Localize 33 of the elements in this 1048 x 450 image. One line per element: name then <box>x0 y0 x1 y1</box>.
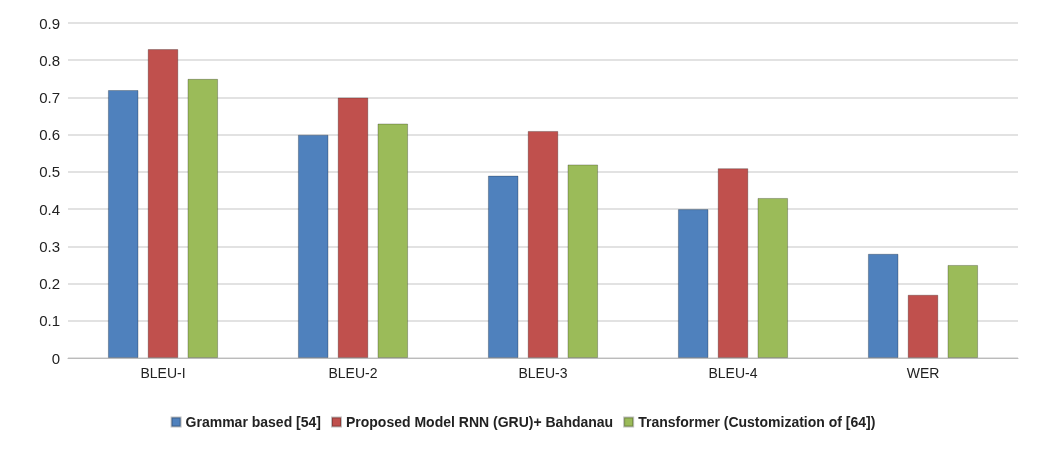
y-tick-label: 0.2 <box>39 275 60 293</box>
x-tick-label: BLEU-I <box>140 365 186 381</box>
bar <box>567 164 599 358</box>
legend-label: Transformer (Customization of [64]) <box>638 414 876 430</box>
bar <box>107 90 139 358</box>
bar <box>757 197 789 358</box>
x-tick-label: BLEU-3 <box>518 365 568 381</box>
y-tick-label: 0 <box>51 349 60 367</box>
legend-label: Proposed Model RNN (GRU)+ Bahdanau <box>345 414 614 430</box>
bar <box>907 294 939 358</box>
bar <box>377 123 409 358</box>
bar <box>337 97 369 358</box>
bar <box>147 49 179 358</box>
y-tick-label: 0.8 <box>39 51 60 69</box>
x-tick-label: WER <box>906 365 940 381</box>
bar <box>487 175 519 358</box>
bar <box>947 264 979 358</box>
bar <box>297 134 329 358</box>
x-tick-label: BLEU-4 <box>708 365 758 381</box>
y-tick-label: 0.5 <box>39 163 60 181</box>
x-tick-label: BLEU-2 <box>328 365 378 381</box>
y-tick-label: 0.6 <box>39 126 60 144</box>
bar <box>867 253 899 358</box>
bar <box>717 168 749 358</box>
bar <box>187 78 219 358</box>
y-tick-label: 0.9 <box>39 14 60 32</box>
y-tick-label: 0.3 <box>39 237 60 255</box>
bar <box>527 130 559 358</box>
bar <box>677 209 709 358</box>
y-tick-label: 0.4 <box>39 200 60 218</box>
y-tick-label: 0.1 <box>39 312 60 330</box>
y-tick-label: 0.7 <box>39 88 60 106</box>
legend-label: Grammar based [54] <box>185 414 321 430</box>
